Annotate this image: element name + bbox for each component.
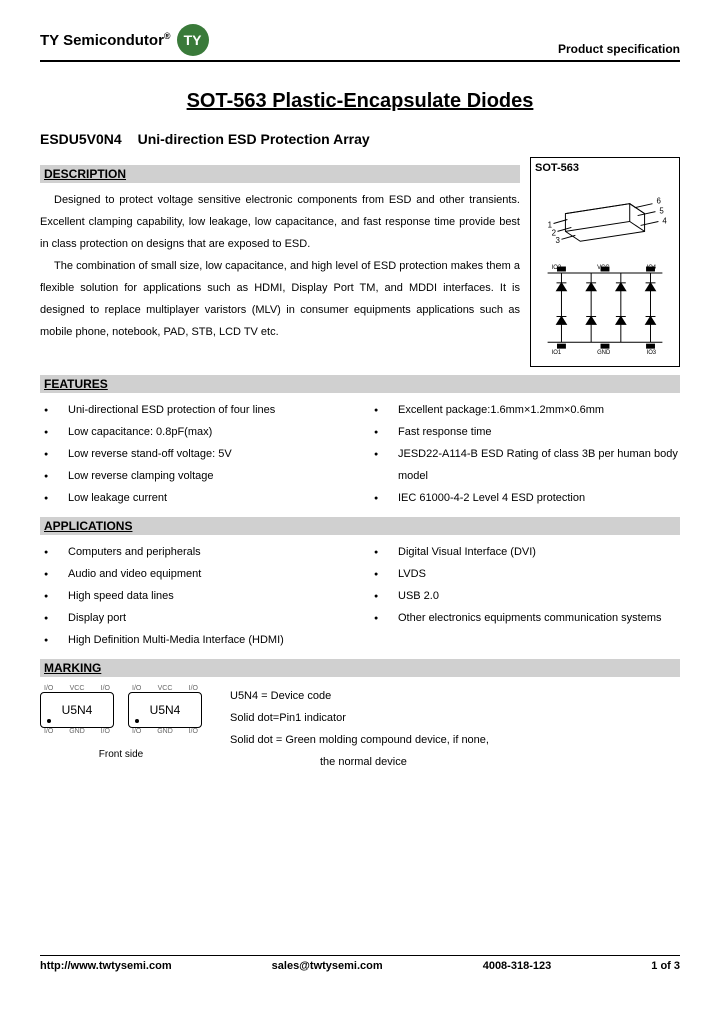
marking-chip-diagram: I/OVCCI/O U5N4 I/OGNDI/O: [40, 685, 114, 735]
svg-text:IO3: IO3: [647, 350, 657, 356]
description-para: Designed to protect voltage sensitive el…: [40, 189, 520, 255]
footer-email: sales@twtysemi.com: [272, 960, 383, 972]
feature-item: Uni-directional ESD protection of four l…: [54, 399, 350, 421]
marking-line: Solid dot = Green molding compound devic…: [230, 729, 489, 751]
footer: http://www.twtysemi.com sales@twtysemi.c…: [40, 955, 680, 972]
page-title: SOT-563 Plastic-Encapsulate Diodes: [40, 90, 680, 113]
marking-line: Solid dot=Pin1 indicator: [230, 707, 489, 729]
subtitle-desc: Uni-direction ESD Protection Array: [138, 131, 370, 147]
marking-notes: U5N4 = Device code Solid dot=Pin1 indica…: [230, 685, 489, 773]
application-item: Display port: [54, 607, 350, 629]
front-side-label: Front side: [40, 749, 202, 760]
feature-item: Excellent package:1.6mm×1.2mm×0.6mm: [384, 399, 680, 421]
feature-item: Low capacitance: 0.8pF(max): [54, 421, 350, 443]
svg-text:4: 4: [662, 216, 667, 225]
application-item: High Definition Multi-Media Interface (H…: [54, 629, 350, 651]
applications-list: Computers and peripherals Audio and vide…: [40, 541, 680, 651]
brand: TY Semicondutor® TY: [40, 24, 209, 56]
application-item: Computers and peripherals: [54, 541, 350, 563]
package-diagram-box: SOT-563 6 5 4 1 2 3: [530, 157, 680, 367]
application-item: Other electronics equipments communicati…: [384, 607, 680, 629]
marking-content: I/OVCCI/O U5N4 I/OGNDI/O I/OVCCI/O U5N4 …: [40, 685, 680, 773]
svg-text:3: 3: [556, 236, 561, 245]
subtitle: ESDU5V0N4 Uni-direction ESD Protection A…: [40, 131, 680, 147]
application-item: LVDS: [384, 563, 680, 585]
part-number: ESDU5V0N4: [40, 131, 122, 147]
application-item: Audio and video equipment: [54, 563, 350, 585]
product-spec-label: Product specification: [558, 42, 680, 56]
marking-line: the normal device: [230, 751, 489, 773]
footer-url: http://www.twtysemi.com: [40, 960, 172, 972]
svg-text:IO1: IO1: [552, 350, 562, 356]
svg-text:6: 6: [656, 197, 661, 206]
description-para: The combination of small size, low capac…: [40, 255, 520, 343]
description-text: Designed to protect voltage sensitive el…: [40, 189, 520, 343]
application-item: USB 2.0: [384, 585, 680, 607]
svg-text:GND: GND: [597, 350, 610, 356]
package-diagram-icon: 6 5 4 1 2 3 IO2VCCIO4 IO1GNDIO3: [535, 174, 675, 362]
feature-item: Low leakage current: [54, 487, 350, 509]
feature-item: Low reverse clamping voltage: [54, 465, 350, 487]
feature-item: IEC 61000-4-2 Level 4 ESD protection: [384, 487, 680, 509]
application-item: Digital Visual Interface (DVI): [384, 541, 680, 563]
section-marking-head: MARKING: [40, 659, 680, 677]
marking-code: U5N4: [150, 703, 181, 717]
brand-text: TY Semicondutor®: [40, 31, 171, 49]
footer-phone: 4008-318-123: [483, 960, 552, 972]
footer-page: 1 of 3: [651, 960, 680, 972]
section-features-head: FEATURES: [40, 375, 680, 393]
feature-item: Low reverse stand-off voltage: 5V: [54, 443, 350, 465]
brand-logo-icon: TY: [177, 24, 209, 56]
section-applications-head: APPLICATIONS: [40, 517, 680, 535]
feature-item: Fast response time: [384, 421, 680, 443]
section-description-head: DESCRIPTION: [40, 165, 520, 183]
svg-text:5: 5: [659, 207, 664, 216]
marking-chip-diagram: I/OVCCI/O U5N4 I/OGNDI/O: [128, 685, 202, 735]
header: TY Semicondutor® TY Product specificatio…: [40, 24, 680, 62]
application-item: High speed data lines: [54, 585, 350, 607]
marking-code: U5N4: [62, 703, 93, 717]
marking-line: U5N4 = Device code: [230, 685, 489, 707]
package-label: SOT-563: [535, 162, 675, 174]
features-list: Uni-directional ESD protection of four l…: [40, 399, 680, 509]
feature-item: JESD22-A114-B ESD Rating of class 3B per…: [384, 443, 680, 487]
